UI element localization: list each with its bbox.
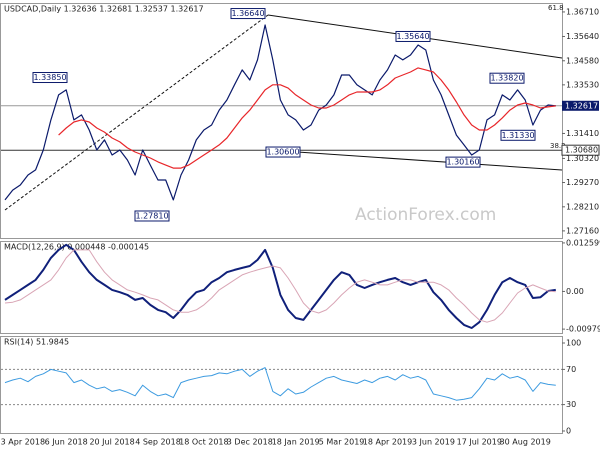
fib-ratio: 38.2 — [550, 142, 566, 150]
x-tick-label: 3 Jun 2019 — [412, 438, 455, 447]
fib-ratio: 61.8 — [548, 4, 564, 12]
y-tick-label: 0.00 — [566, 287, 584, 296]
series-line — [4, 243, 556, 329]
y-tick-label: 30 — [566, 400, 576, 409]
y-tick-label: 1.28210 — [566, 202, 599, 211]
annotation-box — [134, 210, 170, 222]
last-price-box — [562, 100, 599, 111]
y-tick-label: 1.33530 — [566, 80, 599, 89]
y-tick-label: 1.34580 — [566, 56, 599, 65]
series-line — [4, 24, 556, 201]
annotation-label: 1.30600 — [266, 148, 299, 157]
rsi-panel — [0, 336, 563, 434]
price-panel — [0, 3, 563, 239]
x-tick-label: 18 Oct 2018 — [179, 438, 228, 447]
x-tick-label: 3 Dec 2018 — [227, 438, 273, 447]
annotation-label: 1.30160 — [446, 158, 479, 167]
y-tick-label: 0.012599 — [566, 238, 600, 247]
annotation-box — [445, 156, 481, 168]
annotation-label: 1.31330 — [501, 131, 534, 140]
annotation-label: 1.35640 — [396, 32, 429, 41]
y-tick-label: 1.29270 — [566, 178, 599, 187]
y-tick-label: 0 — [566, 427, 571, 436]
series-line — [4, 367, 556, 401]
y-tick-label: 1.36710 — [566, 7, 599, 16]
annotation-box — [489, 72, 525, 84]
rsi-title: RSI(14) 51.9845 — [4, 338, 69, 347]
annotation-box — [265, 146, 301, 158]
x-tick-label: 20 Jul 2018 — [89, 438, 134, 447]
x-tick-label: 6 Jun 2018 — [45, 438, 88, 447]
chart-title: USDCAD,Daily 1.32636 1.32681 1.32537 1.3… — [4, 5, 204, 14]
level-box — [561, 144, 600, 156]
y-tick-label: 70 — [566, 365, 576, 374]
annotation-box — [395, 30, 431, 42]
annotation-box — [32, 72, 68, 84]
annotation-label: 1.36640 — [231, 9, 264, 18]
y-tick-label: 100 — [566, 339, 581, 348]
x-tick-label: 17 Jul 2019 — [457, 438, 502, 447]
watermark: ActionForex.com — [355, 205, 496, 225]
annotation-label: 1.33850 — [33, 73, 66, 82]
y-tick-label: 1.35640 — [566, 32, 599, 41]
macd-panel — [0, 241, 563, 334]
level-label: 1.30680 — [565, 146, 598, 155]
x-tick-label: 5 Mar 2019 — [319, 438, 365, 447]
last-price-label: 1.32617 — [565, 101, 598, 110]
trend-line — [267, 149, 563, 171]
series-line — [4, 249, 556, 323]
series-line — [58, 67, 556, 169]
trend-line — [4, 14, 269, 211]
y-tick-label: 1.30320 — [566, 154, 599, 163]
y-tick-label: 1.31410 — [566, 129, 599, 138]
x-tick-label: 4 Sep 2018 — [135, 438, 181, 447]
x-tick-label: 18 Jan 2019 — [272, 438, 320, 447]
annotation-box — [500, 129, 536, 141]
annotation-label: 1.33820 — [490, 74, 523, 83]
x-tick-label: 23 Apr 2018 — [0, 438, 45, 447]
y-tick-label: -0.00979 — [566, 325, 600, 334]
y-tick-label: 1.27160 — [566, 226, 599, 235]
annotation-label: 1.27810 — [135, 211, 168, 220]
x-tick-label: 18 Apr 2019 — [363, 438, 412, 447]
annotation-box — [230, 8, 266, 20]
x-tick-label: 30 Aug 2019 — [500, 438, 551, 447]
macd-title: MACD(12,26,9) 0.000448 -0.000145 — [4, 243, 149, 252]
